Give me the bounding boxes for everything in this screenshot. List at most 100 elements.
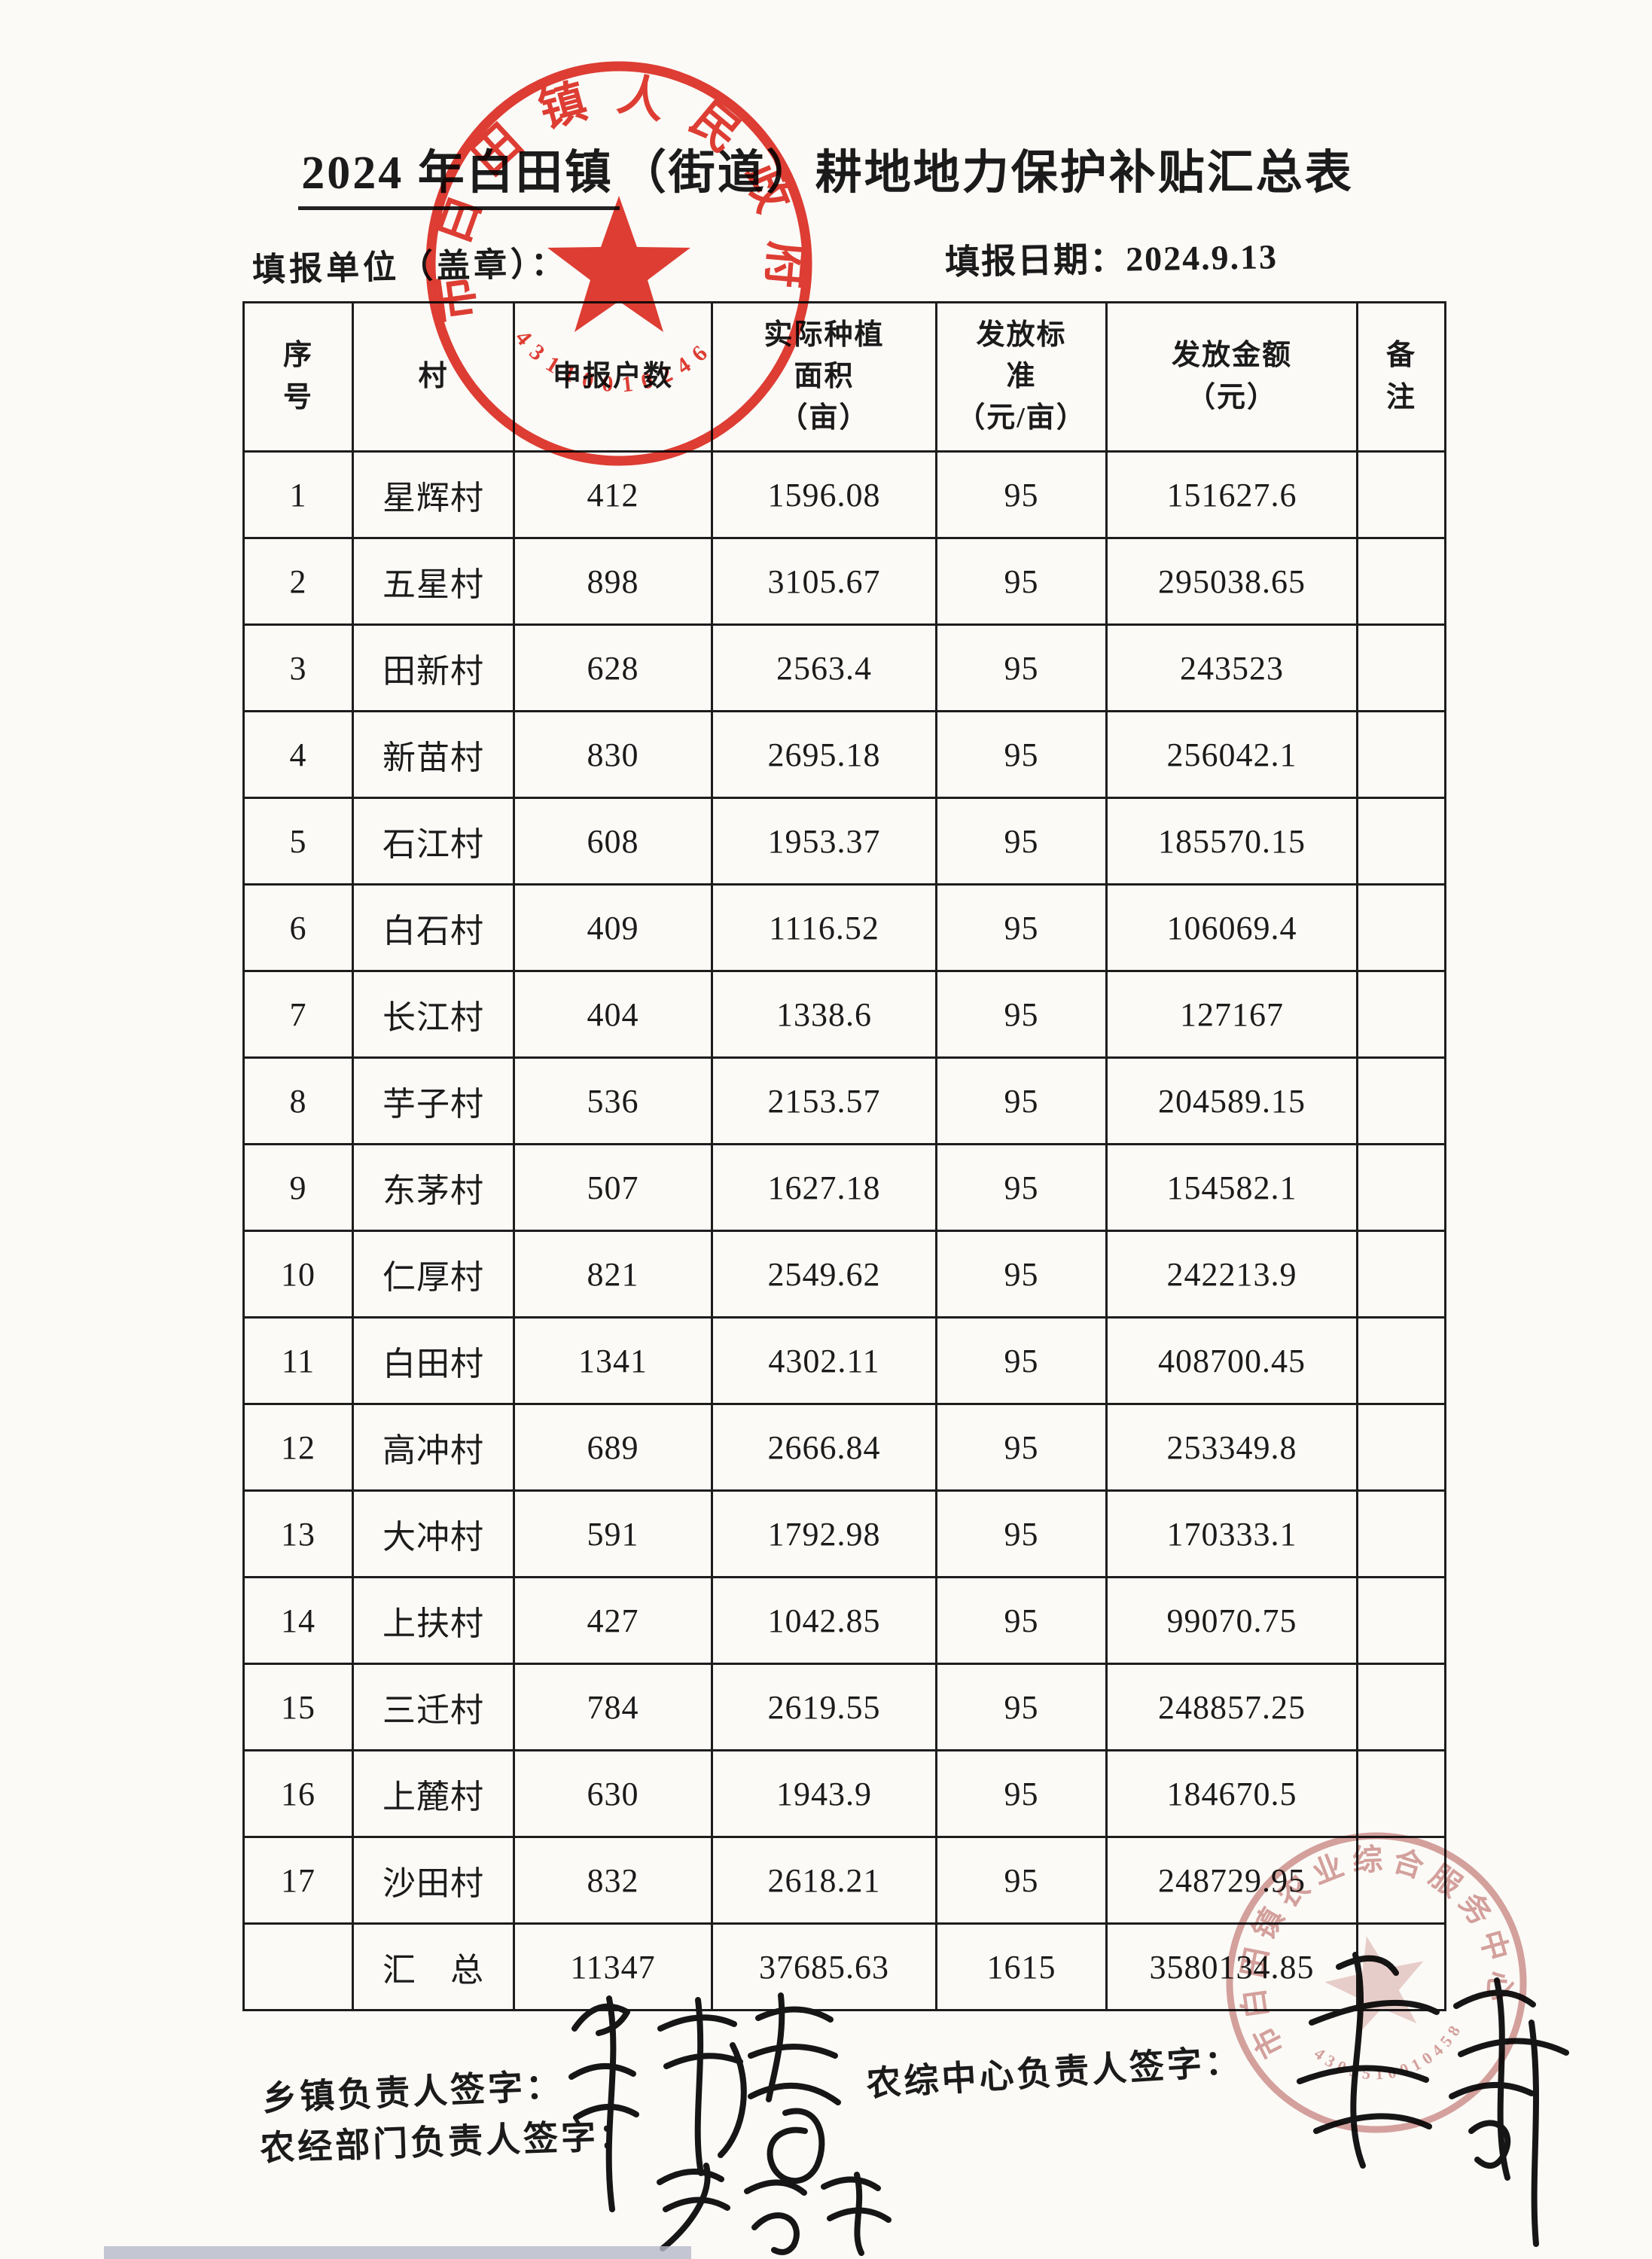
cell-note	[1356, 1489, 1446, 1578]
table-row: 16 上麓村 630 1943.9 95 184670.5	[242, 1749, 1446, 1838]
cell-note	[1356, 450, 1446, 539]
cell-serial: 15	[242, 1663, 354, 1751]
cell-amount: 106069.4	[1105, 883, 1358, 972]
total-label-cell: 汇 总	[352, 1922, 515, 2011]
header-households: 申报户数	[513, 301, 713, 453]
cell-area: 3105.67	[711, 537, 937, 626]
table-row: 1 星辉村 412 1596.08 95 151627.6	[242, 450, 1446, 539]
table-row: 9 东茅村 507 1627.18 95 154582.1	[242, 1143, 1446, 1232]
cell-note	[1356, 1663, 1446, 1751]
cell-standard: 95	[935, 710, 1108, 799]
cell-village: 星辉村	[352, 450, 515, 539]
cell-households: 898	[513, 537, 713, 626]
page-title: 2024 年白田镇 （街道）耕地地力保护补贴汇总表	[0, 134, 1652, 210]
title-underlined-part: 2024 年白田镇	[298, 148, 620, 210]
cell-serial: 11	[242, 1316, 354, 1405]
table-row: 15 三迁村 784 2619.55 95 248857.25	[242, 1663, 1446, 1751]
header-note: 备 注	[1356, 301, 1446, 453]
title-rest: （街道）耕地地力保护补贴汇总表	[619, 148, 1354, 199]
cell-households: 628	[513, 623, 713, 712]
cell-note	[1356, 1836, 1446, 1925]
table-row: 10 仁厚村 821 2549.62 95 242213.9	[242, 1230, 1446, 1319]
cell-village: 田新村	[352, 623, 515, 712]
scanner-edge-artifact	[104, 2246, 691, 2259]
table-row: 7 长江村 404 1338.6 95 127167	[242, 970, 1446, 1059]
total-serial-cell	[242, 1922, 354, 2011]
cell-amount: 256042.1	[1105, 710, 1358, 799]
cell-households: 784	[513, 1663, 713, 1751]
cell-village: 白石村	[352, 883, 515, 972]
cell-serial: 7	[242, 970, 354, 1059]
cell-area: 2563.4	[711, 623, 937, 712]
header-village: 村	[352, 301, 515, 453]
cell-serial: 2	[242, 537, 354, 626]
cell-standard: 95	[935, 1836, 1108, 1925]
cell-village: 石江村	[352, 797, 515, 886]
cell-serial: 14	[242, 1576, 354, 1665]
cell-standard: 95	[935, 1489, 1108, 1578]
cell-standard: 95	[935, 1056, 1108, 1145]
cell-village: 上扶村	[352, 1576, 515, 1665]
cell-standard: 95	[935, 970, 1108, 1059]
table-row: 13 大冲村 591 1792.98 95 170333.1	[242, 1489, 1446, 1578]
cell-households: 689	[513, 1403, 713, 1492]
subsidy-summary-table: 序 号 村 申报户数 实际种植 面积 （亩） 发放标 准 （元/亩） 发放金额 …	[242, 301, 1446, 2011]
total-standard-cell: 1615	[935, 1922, 1108, 2011]
cell-note	[1356, 1056, 1446, 1145]
cell-standard: 95	[935, 450, 1108, 539]
cell-note	[1356, 623, 1446, 712]
cell-standard: 95	[935, 1663, 1108, 1751]
cell-area: 2153.57	[711, 1056, 937, 1145]
cell-note	[1356, 970, 1446, 1059]
cell-serial: 6	[242, 883, 354, 972]
cell-serial: 12	[242, 1403, 354, 1492]
header-area: 实际种植 面积 （亩）	[711, 301, 937, 453]
cell-households: 832	[513, 1836, 713, 1925]
report-date: 填报日期：2024.9.13	[944, 229, 1279, 285]
cell-note	[1356, 1143, 1446, 1232]
table-header: 序 号 村 申报户数 实际种植 面积 （亩） 发放标 准 （元/亩） 发放金额 …	[242, 301, 1446, 453]
cell-amount: 99070.75	[1105, 1576, 1358, 1665]
cell-standard: 95	[935, 1316, 1108, 1405]
cell-standard: 95	[935, 1230, 1108, 1319]
cell-note	[1356, 1230, 1446, 1319]
seal-code-text: 4303510010458	[1308, 2014, 1474, 2097]
cell-serial: 9	[242, 1143, 354, 1232]
cell-area: 1627.18	[711, 1143, 937, 1232]
cell-serial: 10	[242, 1230, 354, 1319]
cell-area: 2695.18	[711, 710, 937, 799]
reporting-unit-label: 填报单位（盖章）：	[251, 245, 568, 289]
cell-note	[1356, 797, 1446, 886]
table-row: 3 田新村 628 2563.4 95 243523	[242, 623, 1446, 712]
cell-households: 1341	[513, 1316, 713, 1405]
table-row: 2 五星村 898 3105.67 95 295038.65	[242, 537, 1446, 626]
header-amount: 发放金额 （元）	[1105, 301, 1358, 453]
cell-note	[1356, 1403, 1446, 1492]
cell-village: 高冲村	[352, 1403, 515, 1492]
cell-serial: 8	[242, 1056, 354, 1145]
cell-households: 630	[513, 1749, 713, 1838]
cell-area: 1943.9	[711, 1749, 937, 1838]
report-date-label: 填报日期：	[944, 239, 1126, 282]
cell-households: 427	[513, 1576, 713, 1665]
cell-amount: 253349.8	[1105, 1403, 1358, 1492]
cell-village: 三迁村	[352, 1663, 515, 1751]
cell-standard: 95	[935, 797, 1108, 886]
cell-village: 沙田村	[352, 1836, 515, 1925]
table-row: 5 石江村 608 1953.37 95 185570.15	[242, 797, 1446, 886]
cell-village: 大冲村	[352, 1489, 515, 1578]
table-row: 11 白田村 1341 4302.11 95 408700.45	[242, 1316, 1446, 1405]
cell-area: 2618.21	[711, 1836, 937, 1925]
cell-serial: 1	[242, 450, 354, 539]
cell-amount: 242213.9	[1105, 1230, 1358, 1319]
cell-amount: 185570.15	[1105, 797, 1358, 886]
svg-text:4303510010458: 4303510010458	[1308, 2014, 1474, 2097]
cell-serial: 4	[242, 710, 354, 799]
cell-village: 上麓村	[352, 1749, 515, 1838]
cell-amount: 248857.25	[1105, 1663, 1358, 1751]
cell-serial: 17	[242, 1836, 354, 1925]
cell-area: 1338.6	[711, 970, 937, 1059]
center-sign-label: 农综中心负责人签字：	[865, 2041, 1244, 2104]
cell-amount: 170333.1	[1105, 1489, 1358, 1578]
